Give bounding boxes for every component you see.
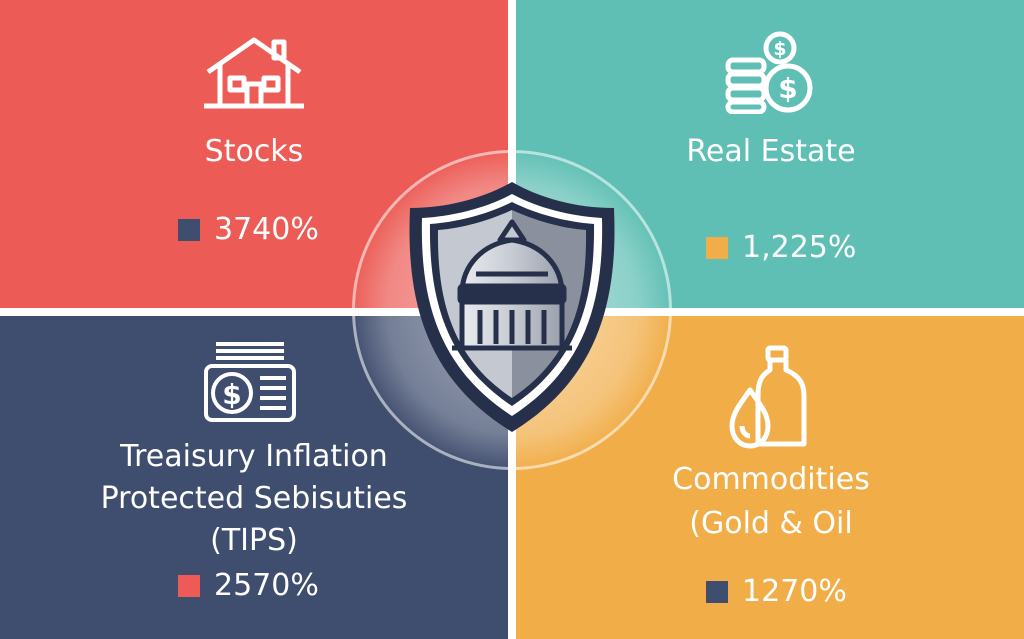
svg-text:$: $ bbox=[222, 378, 241, 411]
cash-bundle-icon: $ bbox=[204, 342, 296, 422]
tips-value-row: 2570% bbox=[178, 568, 319, 603]
coin-stack-icon: $ $ bbox=[725, 31, 813, 114]
stocks-value-row: 3740% bbox=[178, 212, 319, 247]
tips-label-line-3: (TIPS) bbox=[210, 523, 298, 558]
real-estate-value-row: 1,225% bbox=[706, 230, 856, 265]
tips-label-line-2: Protected Sebisuties bbox=[100, 481, 408, 516]
house-icon bbox=[204, 37, 304, 109]
knight-helmet-shield-icon bbox=[409, 182, 615, 432]
commodities-legend-swatch bbox=[706, 580, 728, 603]
svg-text:$: $ bbox=[773, 38, 786, 60]
tips-label-line-1: Treaisury Inflation bbox=[120, 439, 388, 474]
commodities-label: Commodities (Gold & Oil bbox=[626, 458, 916, 546]
commodities-label-line-1: Commodities bbox=[672, 462, 870, 497]
commodities-label-line-2: (Gold & Oil bbox=[689, 506, 853, 541]
commodities-value: 1270% bbox=[742, 574, 847, 609]
tips-label: Treaisury Inflation Protected Sebisuties… bbox=[64, 436, 444, 562]
tips-value: 2570% bbox=[214, 568, 319, 603]
real-estate-value: 1,225% bbox=[742, 230, 857, 265]
commodities-value-row: 1270% bbox=[706, 574, 847, 609]
real-estate-label: Real Estate bbox=[686, 134, 856, 169]
stocks-value: 3740% bbox=[214, 212, 319, 247]
svg-text:$: $ bbox=[778, 72, 797, 105]
oil-drop-bottle-icon bbox=[729, 345, 807, 449]
tips-legend-swatch bbox=[178, 574, 200, 597]
real-estate-legend-swatch bbox=[706, 236, 728, 259]
stocks-legend-swatch bbox=[178, 218, 200, 241]
quadrant-stocks: Stocks 3740% bbox=[0, 0, 508, 308]
stocks-label: Stocks bbox=[204, 134, 304, 169]
